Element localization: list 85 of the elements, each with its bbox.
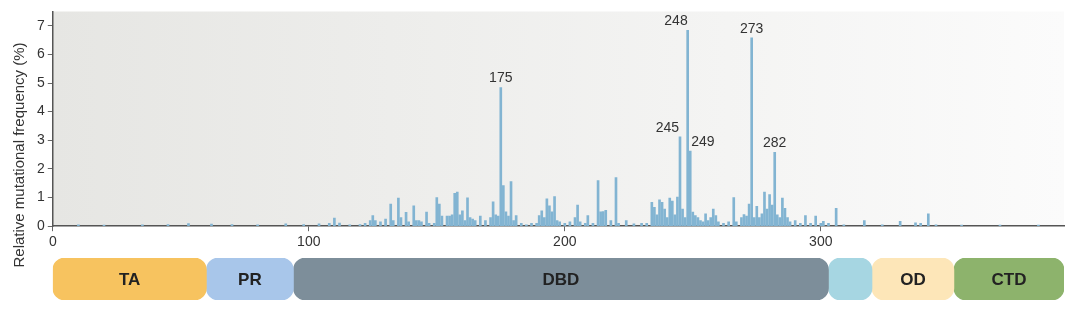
bar: [919, 223, 922, 227]
bar: [755, 206, 759, 227]
bar: [519, 223, 523, 227]
annotation: 273: [740, 19, 764, 36]
bar: [670, 200, 674, 227]
bar: [389, 203, 393, 227]
bar: [425, 211, 428, 227]
bar: [466, 197, 469, 227]
bar: [798, 223, 802, 227]
bar: [499, 87, 503, 227]
annotation: 175: [489, 69, 513, 86]
series-label: PR: [238, 269, 262, 289]
y-tick-label: 5: [36, 73, 45, 90]
bar: [732, 197, 736, 227]
bar: [750, 37, 754, 227]
bar: [668, 197, 672, 227]
bar: [327, 223, 331, 227]
y-tick-label: 3: [36, 131, 45, 148]
bar: [484, 220, 487, 227]
x-tick-label: 300: [809, 233, 833, 250]
y-axis-title: Relative mutational frequency (%): [10, 42, 28, 268]
y-tick-label: 0: [36, 217, 45, 234]
bar: [563, 223, 567, 227]
bar: [397, 197, 400, 227]
annotation: 249: [691, 133, 715, 150]
bar: [828, 258, 873, 300]
bar: [727, 221, 730, 227]
bar: [953, 258, 1064, 300]
y-tick-label: 1: [36, 188, 45, 205]
bar: [711, 208, 715, 227]
bar: [781, 197, 784, 227]
bar: [52, 258, 207, 300]
bar: [722, 223, 725, 227]
y-tick-label: 2: [36, 159, 45, 176]
series-label: CTD: [991, 269, 1027, 289]
bar: [473, 220, 477, 227]
bar: [871, 258, 955, 300]
bar: [862, 220, 866, 227]
bar: [804, 215, 807, 227]
x-tick-label: 100: [297, 233, 321, 250]
bar: [793, 220, 797, 227]
bar: [686, 29, 690, 227]
series-label: TA: [118, 269, 141, 289]
bar: [814, 215, 818, 227]
bar: [645, 223, 649, 227]
bar: [640, 223, 643, 227]
bar: [822, 221, 825, 227]
y-tick-label: 6: [36, 45, 45, 62]
bar: [293, 258, 829, 300]
bar: [553, 196, 556, 227]
bar: [819, 223, 823, 227]
bar: [576, 204, 579, 227]
annotation: 245: [655, 118, 680, 135]
bar: [530, 223, 533, 227]
annotation: 248: [664, 12, 688, 29]
y-tick-label: 7: [36, 16, 45, 33]
bar: [435, 197, 439, 227]
bar: [926, 213, 930, 227]
x-tick-label: 0: [48, 233, 57, 250]
bar: [827, 223, 830, 227]
bar: [768, 194, 771, 227]
bar: [412, 205, 416, 227]
bar: [333, 217, 336, 227]
bar: [384, 218, 387, 227]
bar: [624, 220, 628, 227]
series-label: DBD: [542, 269, 580, 289]
bar: [653, 206, 656, 227]
bar: [371, 215, 375, 227]
bar: [773, 151, 777, 227]
bar: [210, 223, 213, 227]
bar: [540, 210, 544, 227]
bar: [704, 213, 707, 227]
bar: [461, 210, 464, 227]
bar: [763, 191, 766, 227]
bar: [206, 258, 294, 300]
series-label: OD: [900, 269, 926, 289]
bar: [809, 223, 812, 227]
bar: [914, 222, 917, 227]
y-tick-label: 4: [36, 102, 45, 119]
bar: [338, 222, 341, 227]
x-tick-label: 200: [553, 233, 577, 250]
bar: [187, 223, 190, 227]
annotation: 282: [763, 134, 787, 151]
bar: [379, 221, 382, 227]
bar: [478, 215, 482, 227]
